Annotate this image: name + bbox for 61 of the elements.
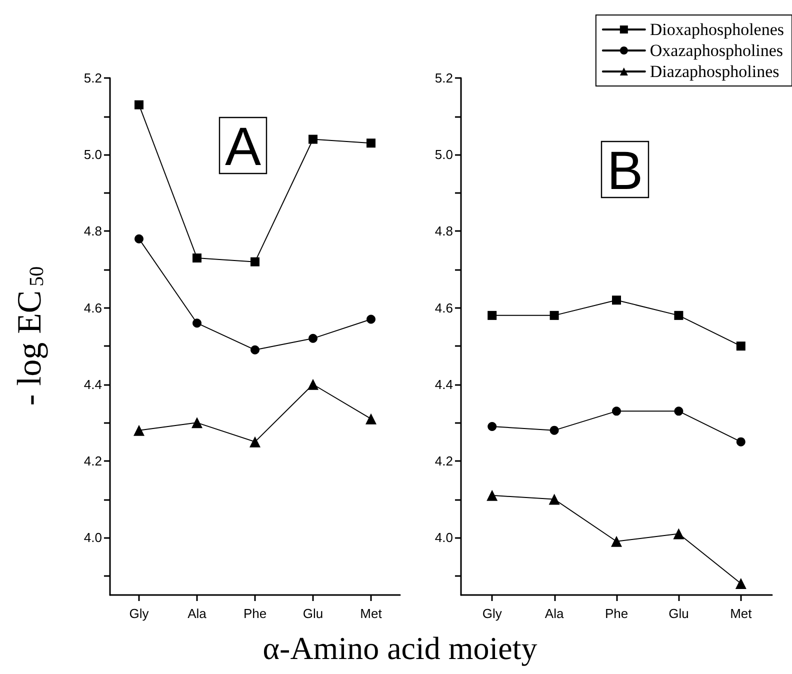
- y-axis-title: - log EC50: [12, 266, 48, 406]
- y-tick-label: 4.6: [434, 300, 453, 316]
- point: [674, 310, 684, 320]
- point: [486, 490, 498, 501]
- y-tick-label: 4.2: [84, 453, 102, 468]
- point: [250, 257, 260, 266]
- x-tick-label: Met: [360, 606, 382, 621]
- x-tick-label: Ala: [188, 606, 208, 621]
- point: [488, 422, 497, 431]
- point: [134, 234, 144, 244]
- text: 4.0: [84, 530, 102, 546]
- text: 4.0: [434, 530, 453, 546]
- point: [736, 342, 746, 351]
- x-tick-label: Met: [730, 606, 752, 621]
- point: [488, 310, 497, 320]
- legend-label: Dioxaphospholenes: [650, 20, 784, 39]
- x-tick-label: Gly: [482, 606, 502, 621]
- point: [308, 378, 318, 390]
- point: [250, 436, 260, 448]
- point: [611, 536, 622, 547]
- point: [735, 578, 746, 590]
- point: [736, 437, 746, 446]
- y-tick-label: 4.4: [84, 376, 102, 392]
- y-tick-label: 4.6: [84, 300, 102, 316]
- text: A: [225, 117, 262, 177]
- x-tick-label: Gly: [129, 606, 150, 621]
- point: [308, 334, 318, 343]
- legend-label: Diazaphospholines: [650, 62, 780, 81]
- point: [550, 426, 559, 435]
- point: [674, 406, 684, 416]
- y-tick-label: 4.4: [434, 376, 453, 392]
- x-tick-label: Phe: [243, 606, 267, 621]
- x-tick-label: Phe: [604, 606, 628, 621]
- x-tick-label: Glu: [302, 606, 324, 621]
- y-tick-label: 4.8: [434, 224, 453, 239]
- text: B: [607, 141, 644, 201]
- point: [366, 413, 376, 424]
- point: [134, 424, 144, 436]
- point: [134, 100, 144, 110]
- point: [366, 314, 376, 324]
- point: [673, 528, 684, 540]
- point: [548, 494, 560, 505]
- x-tick-label: Glu: [668, 606, 689, 621]
- point: [192, 417, 202, 428]
- point: [366, 138, 376, 148]
- point: [612, 406, 621, 416]
- y-tick-label: 4.8: [84, 224, 102, 239]
- point: [308, 134, 318, 144]
- legend-label: Oxazaphospholines: [650, 41, 784, 60]
- x-axis-title: α-Amino acid moiety: [262, 630, 538, 666]
- y-tick-label: 5.2: [434, 70, 453, 86]
- x-tick-label: Ala: [544, 606, 564, 621]
- point: [250, 345, 260, 354]
- text: 5.0: [84, 147, 102, 162]
- text: 5.0: [434, 147, 453, 162]
- point: [612, 296, 621, 305]
- point: [192, 253, 202, 262]
- y-tick-label: 4.2: [434, 453, 453, 468]
- point: [192, 318, 202, 328]
- y-tick-label: 5.2: [84, 70, 102, 86]
- point: [550, 310, 559, 320]
